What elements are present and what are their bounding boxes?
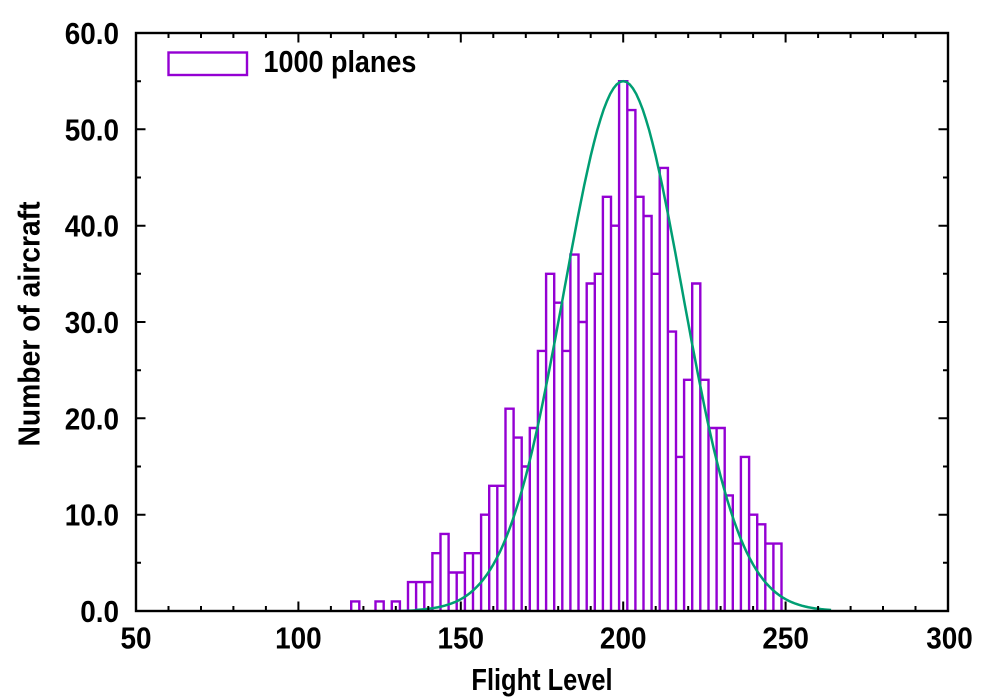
- svg-text:50.0: 50.0: [65, 113, 119, 148]
- svg-text:10.0: 10.0: [65, 498, 119, 533]
- svg-text:150: 150: [438, 621, 485, 656]
- svg-text:30.0: 30.0: [65, 306, 119, 341]
- svg-text:0.0: 0.0: [80, 595, 119, 630]
- svg-text:100: 100: [275, 621, 322, 656]
- svg-text:200: 200: [600, 621, 647, 656]
- svg-text:50: 50: [120, 621, 151, 656]
- svg-text:1000 planes: 1000 planes: [264, 45, 417, 79]
- svg-text:20.0: 20.0: [65, 402, 119, 437]
- svg-text:250: 250: [762, 621, 809, 656]
- svg-text:Number of aircraft: Number of aircraft: [13, 201, 47, 446]
- svg-text:300: 300: [926, 621, 973, 656]
- svg-text:40.0: 40.0: [65, 209, 119, 244]
- svg-text:60.0: 60.0: [65, 17, 119, 52]
- svg-text:Flight Level: Flight Level: [471, 663, 612, 698]
